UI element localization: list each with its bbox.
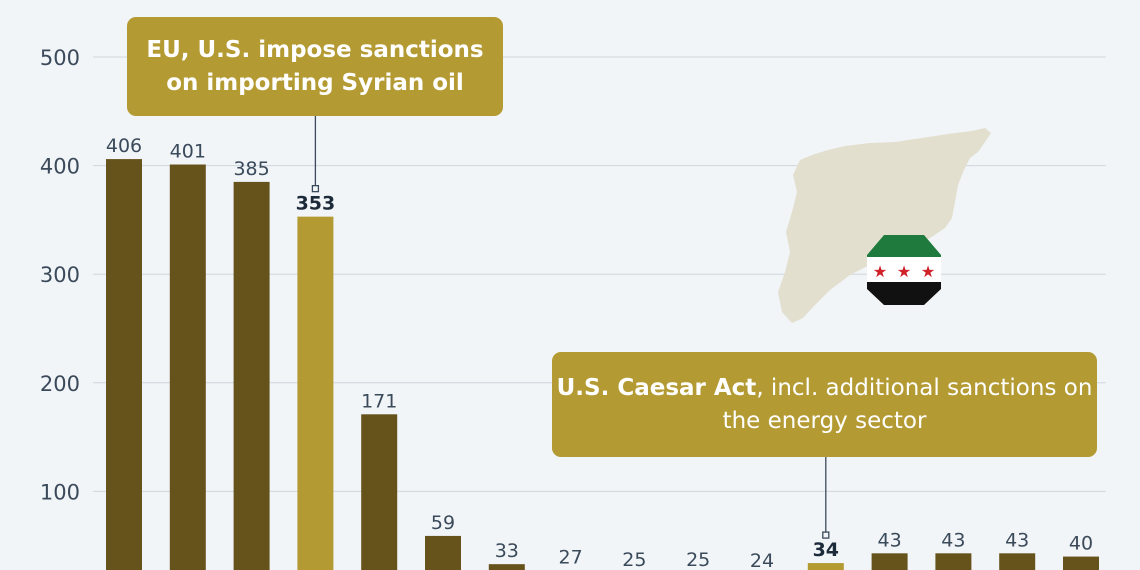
flag-black-stripe xyxy=(867,282,941,305)
flag-star-icon: ★ xyxy=(873,262,887,281)
bar-value-label: 27 xyxy=(559,547,583,569)
bar-value-label: 59 xyxy=(431,512,455,534)
bar-value-label: 34 xyxy=(813,539,839,561)
y-tick-label: 200 xyxy=(40,372,80,396)
flag-green-stripe xyxy=(867,235,941,257)
annotation-callout-caesar-act: U.S. Caesar Act, incl. additional sancti… xyxy=(552,352,1097,457)
flag-white-stripe xyxy=(867,257,941,282)
y-tick-label: 300 xyxy=(40,263,80,287)
syria-map-silhouette xyxy=(778,128,991,323)
value-labels: 406 401 385 353 171 59 33 27 25 25 24 34 43 43 43 40 xyxy=(106,135,1093,570)
y-tick-label: 500 xyxy=(40,46,80,70)
y-tick-label: 400 xyxy=(40,155,80,179)
bar xyxy=(169,164,206,570)
bar xyxy=(361,414,398,570)
bar xyxy=(935,553,972,570)
bar-value-label: 43 xyxy=(941,529,965,551)
annotation-text-regular: , incl. additional sanctions on the ener… xyxy=(722,375,1093,434)
flag-star-icon: ★ xyxy=(921,262,935,281)
bar-value-label: 25 xyxy=(622,549,646,570)
annotation-anchor-marker xyxy=(311,184,320,193)
bar-value-label: 353 xyxy=(296,193,336,215)
bar-value-label: 43 xyxy=(1005,529,1029,551)
bar-value-label: 33 xyxy=(495,540,519,562)
bars xyxy=(106,159,1099,570)
syria-flag-icon: ★ ★ ★ xyxy=(867,235,941,305)
y-tick-label: 100 xyxy=(40,480,80,504)
annotation-leader-lines xyxy=(311,116,830,539)
annotation-anchor-marker xyxy=(822,531,830,539)
y-axis-tick-labels: 100 200 300 400 500 xyxy=(40,46,80,504)
bar-value-label: 401 xyxy=(170,141,206,163)
bar xyxy=(425,535,461,570)
syria-map-shape xyxy=(778,128,991,323)
flag-star-icon: ★ xyxy=(897,262,911,281)
annotation-text-bold: EU, U.S. impose sanctions on importing S… xyxy=(146,37,484,96)
bar-value-label: 406 xyxy=(106,135,142,157)
bar xyxy=(233,181,270,570)
bar-value-label: 24 xyxy=(750,550,774,570)
bar-highlighted xyxy=(807,563,844,570)
bar-value-label: 25 xyxy=(686,549,710,570)
bar-value-label: 43 xyxy=(878,529,902,551)
bar-value-label: 40 xyxy=(1069,533,1093,555)
bar xyxy=(871,553,908,570)
bar xyxy=(999,553,1036,570)
bar-value-label: 385 xyxy=(233,158,269,180)
bar xyxy=(1063,556,1099,570)
bar xyxy=(488,564,525,570)
annotation-text-bold: U.S. Caesar Act xyxy=(556,375,757,401)
bar-value-label: 171 xyxy=(361,390,397,412)
bar xyxy=(106,159,142,570)
annotation-callout-oil-sanctions: EU, U.S. impose sanctions on importing S… xyxy=(127,17,503,116)
bar-highlighted xyxy=(297,216,334,570)
